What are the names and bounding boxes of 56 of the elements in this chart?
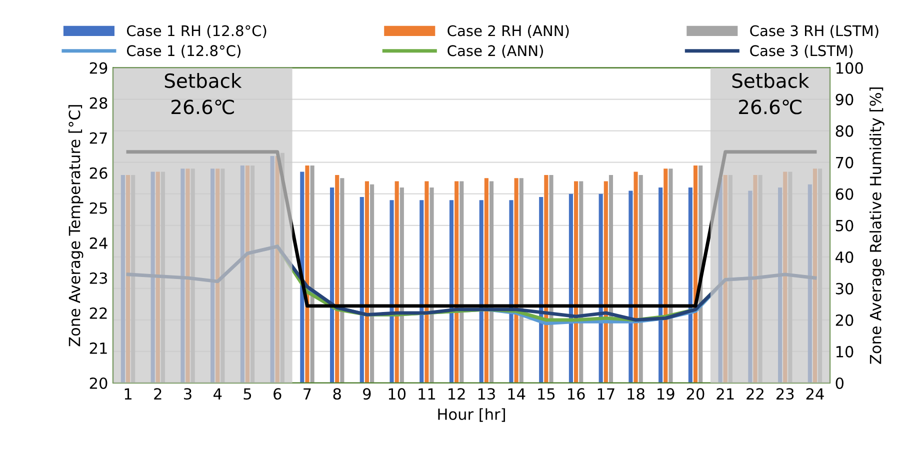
x-tick-label: 15: [538, 388, 555, 400]
y-tick-label: 22: [90, 307, 107, 319]
y-tick-label: 26: [90, 167, 108, 179]
legend-label: Case 1 RH (12.8°C): [126, 24, 266, 38]
x-tick-label: 7: [304, 388, 311, 400]
x-tick-label: 1: [124, 388, 132, 400]
legend-label: Case 2 RH (ANN): [448, 24, 569, 38]
y2-tick-label: 20: [836, 314, 854, 326]
x-tick-label: 3: [184, 388, 192, 400]
x-tick-label: 11: [418, 388, 436, 400]
x-tick-label: 16: [568, 388, 585, 400]
y2-tick-label: 90: [836, 94, 854, 106]
x-tick-label: 23: [776, 388, 794, 400]
x-tick-label: 24: [806, 388, 824, 400]
x-axis-title: Hour [hr]: [438, 408, 505, 422]
y-tick-label: 27: [90, 132, 107, 144]
x-tick-label: 12: [448, 388, 465, 400]
x-tick-label: 19: [658, 388, 674, 400]
x-tick-label: 21: [716, 388, 734, 400]
x-tick-label: 8: [333, 388, 341, 400]
x-tick-label: 14: [508, 388, 526, 400]
y2-tick-label: 50: [836, 220, 854, 232]
y2-axis-title: Zone Average Relative Humidity [%]: [870, 88, 884, 364]
legend-label: Case 2 (ANN): [448, 44, 543, 58]
band-label: Setback 26.6℃: [164, 73, 242, 114]
y-tick-label: 21: [90, 342, 107, 354]
legend-label: Case 3 RH (LSTM): [750, 24, 878, 38]
legend-label: Case 3 (LSTM): [750, 44, 853, 58]
band-label: Setback 26.6℃: [732, 73, 810, 114]
y2-tick-label: 60: [836, 188, 854, 200]
y-tick-label: 29: [90, 62, 108, 74]
y2-tick-label: 80: [836, 125, 854, 137]
y-tick-label: 23: [90, 272, 107, 284]
y-tick-label: 25: [90, 202, 107, 214]
y2-tick-label: 10: [836, 346, 854, 358]
y2-tick-label: 70: [836, 156, 854, 168]
y2-tick-label: 30: [836, 282, 854, 294]
x-tick-label: 17: [598, 388, 614, 400]
x-tick-label: 4: [214, 388, 222, 400]
x-tick-label: 22: [746, 388, 764, 400]
y2-tick-label: 0: [836, 377, 844, 390]
x-tick-label: 5: [244, 388, 252, 400]
y2-tick-label: 40: [836, 251, 854, 263]
x-tick-label: 10: [388, 388, 406, 400]
x-tick-label: 13: [478, 388, 495, 400]
y-tick-label: 24: [90, 237, 108, 249]
y-axis-title: Zone Average Temperature [°C]: [68, 105, 84, 346]
x-tick-label: 2: [154, 388, 162, 400]
x-tick-label: 9: [363, 388, 371, 400]
legend-label: Case 1 (12.8°C): [126, 44, 240, 58]
y-tick-label: 28: [90, 97, 108, 109]
x-tick-label: 18: [628, 388, 644, 400]
y2-tick-label: 100: [836, 62, 863, 74]
x-tick-label: 6: [274, 388, 282, 400]
x-tick-label: 20: [686, 388, 704, 400]
y-tick-label: 20: [90, 377, 108, 390]
